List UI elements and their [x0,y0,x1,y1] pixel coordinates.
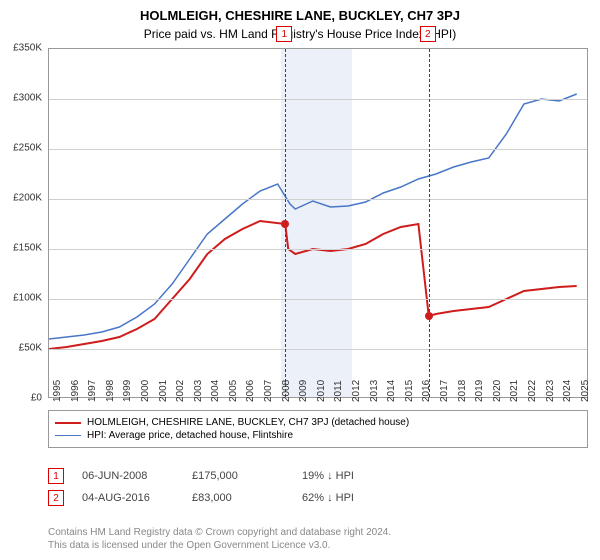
footer-license: This data is licensed under the Open Gov… [48,539,588,552]
line-series-svg [49,49,588,398]
x-tick-label: 2016 [421,380,432,402]
sale-price: £175,000 [192,470,302,482]
x-tick-label: 2021 [509,380,520,402]
y-tick-label: £300K [0,93,42,104]
x-tick-label: 2001 [158,380,169,402]
footer: Contains HM Land Registry data © Crown c… [48,526,588,552]
x-tick-label: 2003 [193,380,204,402]
x-tick-label: 1998 [105,380,116,402]
x-tick-label: 2012 [351,380,362,402]
y-tick-label: £50K [0,343,42,354]
sale-marker: 1 [48,468,64,484]
event-marker-label: 2 [420,26,436,42]
x-tick-label: 2009 [298,380,309,402]
y-tick-label: £150K [0,243,42,254]
page-subtitle: Price paid vs. HM Land Registry's House … [0,23,600,41]
x-tick-label: 2020 [492,380,503,402]
event-marker-line [429,49,430,397]
x-tick-label: 2022 [527,380,538,402]
x-tick-label: 2004 [210,380,221,402]
x-tick-label: 2014 [386,380,397,402]
x-tick-label: 2010 [316,380,327,402]
x-tick-label: 2011 [333,380,344,402]
x-tick-label: 2007 [263,380,274,402]
x-tick-label: 1997 [87,380,98,402]
x-tick-label: 2018 [457,380,468,402]
legend-entry-hpi: HPI: Average price, detached house, Flin… [55,430,581,441]
event-marker-dot [425,312,433,320]
sale-vs-hpi: 19% ↓ HPI [302,470,412,482]
x-tick-label: 2019 [474,380,485,402]
x-tick-label: 2008 [281,380,292,402]
sales-list: 1 06-JUN-2008 £175,000 19% ↓ HPI 2 04-AU… [40,462,588,506]
x-tick-label: 2023 [545,380,556,402]
sale-vs-hpi: 62% ↓ HPI [302,492,412,504]
x-tick-label: 2000 [140,380,151,402]
sale-date: 04-AUG-2016 [82,492,192,504]
event-marker-label: 1 [276,26,292,42]
series-line [49,221,577,349]
legend-label: HPI: Average price, detached house, Flin… [87,430,293,441]
legend: HOLMLEIGH, CHESHIRE LANE, BUCKLEY, CH7 3… [48,410,588,448]
sale-price: £83,000 [192,492,302,504]
page-title: HOLMLEIGH, CHESHIRE LANE, BUCKLEY, CH7 3… [0,0,600,23]
legend-label: HOLMLEIGH, CHESHIRE LANE, BUCKLEY, CH7 3… [87,417,409,428]
x-tick-label: 2025 [580,380,591,402]
x-tick-label: 2002 [175,380,186,402]
x-tick-label: 2015 [404,380,415,402]
x-tick-label: 2017 [439,380,450,402]
x-tick-label: 1999 [122,380,133,402]
y-tick-label: £250K [0,143,42,154]
y-tick-label: £100K [0,293,42,304]
chart-page: HOLMLEIGH, CHESHIRE LANE, BUCKLEY, CH7 3… [0,0,600,560]
sale-row: 1 06-JUN-2008 £175,000 19% ↓ HPI [40,468,588,484]
x-tick-label: 1995 [52,380,63,402]
x-tick-label: 2013 [369,380,380,402]
y-tick-label: £200K [0,193,42,204]
event-marker-dot [281,220,289,228]
x-tick-label: 2006 [245,380,256,402]
footer-copyright: Contains HM Land Registry data © Crown c… [48,526,588,539]
y-tick-label: £0 [0,393,42,404]
sale-row: 2 04-AUG-2016 £83,000 62% ↓ HPI [40,490,588,506]
plot-region [48,48,588,398]
x-tick-label: 2024 [562,380,573,402]
sale-date: 06-JUN-2008 [82,470,192,482]
x-tick-label: 1996 [70,380,81,402]
x-tick-label: 2005 [228,380,239,402]
chart-area: £0£50K£100K£150K£200K£250K£300K£350K 199… [48,48,588,398]
legend-swatch [55,422,81,424]
legend-swatch [55,435,81,436]
sale-marker: 2 [48,490,64,506]
legend-entry-property: HOLMLEIGH, CHESHIRE LANE, BUCKLEY, CH7 3… [55,417,581,428]
y-tick-label: £350K [0,43,42,54]
